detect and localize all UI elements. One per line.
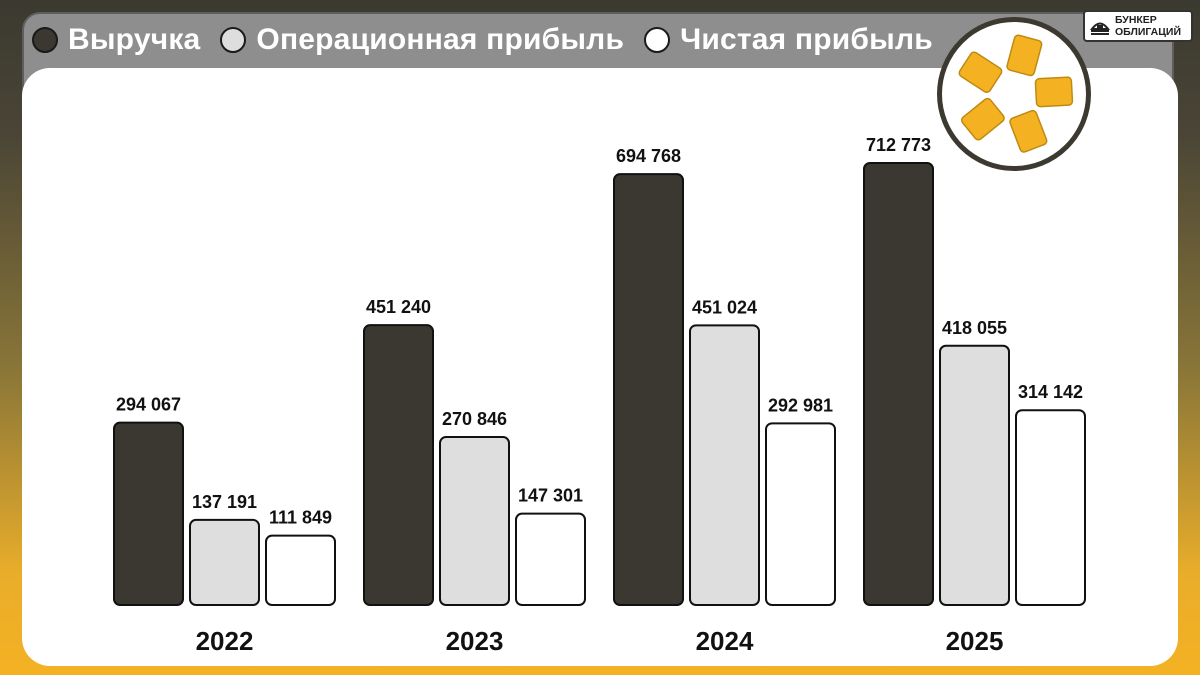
legend-swatch-net-profit [644,27,671,53]
legend-item-operating-profit: Операционная прибыль [220,23,624,57]
bar-operating-profit-2025 [939,344,1010,606]
data-label-operating-profit-2025: 418 055 [942,318,1007,338]
data-label-revenue-2022: 294 067 [116,395,181,415]
data-label-operating-profit-2022: 137 191 [192,492,257,512]
data-label-operating-profit-2024: 451 024 [692,297,757,317]
bar-revenue-2024 [613,173,684,607]
bar-operating-profit-2023 [439,436,510,606]
data-label-net-profit-2025: 314 142 [1018,382,1083,402]
brand-badge: БУНКЕР ОБЛИГАЦИЙ [1083,10,1193,42]
x-tick-label-2022: 2022 [196,626,254,656]
brand-line-2: ОБЛИГАЦИЙ [1115,26,1182,38]
bunker-icon [1090,22,1110,35]
company-logo [937,17,1091,171]
legend: Выручка Операционная прибыль Чистая приб… [32,20,953,60]
legend-swatch-revenue [32,27,58,53]
data-label-operating-profit-2023: 270 846 [442,409,507,429]
bar-revenue-2023 [363,324,434,606]
legend-item-revenue: Выручка [32,23,200,57]
data-label-net-profit-2022: 111 849 [269,508,332,528]
data-label-revenue-2023: 451 240 [366,297,431,317]
bar-net-profit-2024 [765,422,836,607]
legend-swatch-operating-profit [220,27,247,53]
bar-operating-profit-2022 [189,518,260,606]
data-label-net-profit-2023: 147 301 [518,486,583,506]
x-tick-label-2025: 2025 [946,626,1004,656]
brand-line-1: БУНКЕР [1115,14,1157,26]
bar-net-profit-2023 [515,512,586,606]
legend-label-revenue: Выручка [68,23,201,56]
bar-revenue-2022 [113,421,184,606]
data-label-net-profit-2024: 292 981 [768,395,833,415]
bar-revenue-2025 [863,162,934,606]
brand-name: БУНКЕР ОБЛИГАЦИЙ [1115,14,1181,38]
bar-operating-profit-2024 [689,324,760,606]
data-label-revenue-2024: 694 768 [616,146,681,166]
bar-net-profit-2022 [265,534,336,606]
x-tick-label-2023: 2023 [446,626,504,656]
bar-net-profit-2025 [1015,409,1086,606]
legend-label-net-profit: Чистая прибыль [680,23,933,56]
legend-item-net-profit: Чистая прибыль [644,23,933,57]
x-tick-label-2024: 2024 [696,626,754,656]
legend-label-operating-profit: Операционная прибыль [256,23,625,56]
data-label-revenue-2025: 712 773 [866,135,931,155]
logo-petals-icon [958,34,1074,153]
